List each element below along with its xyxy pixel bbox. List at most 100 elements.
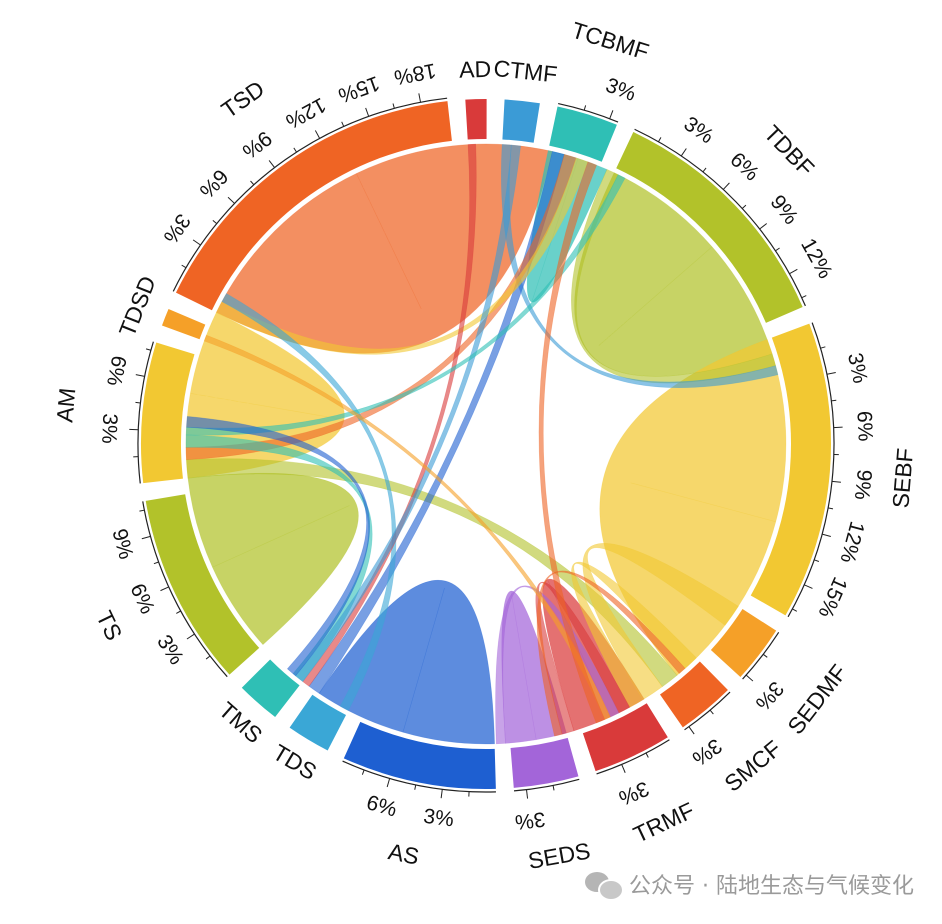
tick-mark xyxy=(609,110,614,119)
tick-mark xyxy=(789,268,798,275)
tick-mark xyxy=(831,399,837,402)
tick-label: 3% xyxy=(97,413,121,444)
tick-mark xyxy=(552,785,555,791)
sector-label-tdsd: TDSD xyxy=(114,272,161,340)
tick-label: 6% xyxy=(195,164,233,202)
sector-label-seds: SEDS xyxy=(526,837,592,874)
tick-mark xyxy=(186,633,195,640)
watermark: 公众号 · 陆地生态与气候变化 xyxy=(585,868,914,901)
tick-mark xyxy=(702,167,707,173)
chord-ribbon-tsd-sebf xyxy=(538,161,606,724)
tick-label: 3% xyxy=(152,631,188,669)
tick-axis-trmf xyxy=(596,739,670,775)
sector-label-tds: TDS xyxy=(268,739,321,785)
chord-ribbon-ad-as xyxy=(302,143,477,687)
sector-ctmf xyxy=(502,99,540,143)
watermark-text: 公众号 · 陆地生态与气候变化 xyxy=(629,874,914,899)
tick-axis-am xyxy=(137,341,154,484)
tick-mark xyxy=(268,160,275,168)
tick-mark xyxy=(645,752,649,758)
chord-ribbon-ctmf-as xyxy=(295,144,521,683)
tick-mark xyxy=(139,509,145,512)
tick-label: 15% xyxy=(335,71,382,107)
tick-mark xyxy=(831,480,841,483)
tick-label: 18% xyxy=(392,58,438,88)
sector-tms xyxy=(241,659,300,718)
tick-mark xyxy=(440,789,443,799)
tick-mark xyxy=(621,764,626,773)
sector-ts xyxy=(145,494,260,675)
sectors-layer xyxy=(141,99,831,789)
chord-ribbon-as-tsd xyxy=(308,151,565,694)
tick-mark xyxy=(145,348,152,351)
sector-label-as: AS xyxy=(386,838,421,870)
sector-tds xyxy=(289,694,347,751)
tick-mark xyxy=(775,247,780,252)
chord-ribbon-sebf-sebf xyxy=(599,338,787,676)
tick-axis-seds xyxy=(513,778,580,792)
tick-label: 6% xyxy=(725,148,763,186)
tick-axis-tsd xyxy=(172,97,448,292)
sector-smcf xyxy=(659,661,728,728)
sector-label-am: AM xyxy=(51,387,80,424)
sector-sebf xyxy=(750,323,831,616)
tick-axis-sedmf xyxy=(742,631,780,680)
tick-mark xyxy=(250,180,255,186)
tick-mark xyxy=(759,223,768,230)
tick-mark xyxy=(205,655,211,660)
tick-mark xyxy=(813,559,820,562)
sector-label-tms: TMS xyxy=(214,697,268,749)
sector-sedmf xyxy=(710,609,777,678)
chord-ribbon-ts-ts xyxy=(187,472,359,646)
chord-ribbon-tcbmf-ts xyxy=(185,174,626,436)
sector-label-ts: TS xyxy=(91,607,127,645)
chord-ribbon-ctmf-tdbf xyxy=(501,144,779,388)
tick-label: 3% xyxy=(688,734,726,770)
tick-mark xyxy=(212,220,218,224)
tick-label: 3% xyxy=(615,776,652,809)
tick-mark xyxy=(658,137,662,142)
sector-label-ad: AD xyxy=(459,56,492,83)
chord-ribbon-tsd-tsd xyxy=(216,143,553,354)
sector-label-trmf: TRMF xyxy=(629,797,698,848)
sector-tsd xyxy=(175,101,452,311)
tick-label: 3% xyxy=(514,807,547,833)
tick-mark xyxy=(804,584,813,589)
chord-ribbon-smcf-trmf xyxy=(536,570,686,737)
tick-mark xyxy=(365,107,370,117)
tick-mark xyxy=(361,769,365,775)
tick-mark xyxy=(414,784,417,790)
tick-label: 9% xyxy=(107,526,137,561)
tick-mark xyxy=(680,148,687,157)
tick-label: 12% xyxy=(282,93,330,133)
tick-mark xyxy=(709,709,714,715)
tick-axis-sebf xyxy=(787,322,835,618)
chord-ribbon-tdsd-sebf xyxy=(203,334,611,720)
tick-label: 3% xyxy=(680,112,718,148)
chord-ribbon-seds-sebf xyxy=(495,585,620,745)
sector-am xyxy=(141,342,195,484)
tick-label: 12% xyxy=(796,235,837,283)
tick-mark xyxy=(181,264,187,269)
sector-tdsd xyxy=(161,308,206,340)
tick-label: 3% xyxy=(751,677,788,715)
tick-label: 9% xyxy=(850,468,876,501)
tick-label: 3% xyxy=(159,209,195,247)
tick-mark xyxy=(293,147,297,153)
tick-mark xyxy=(418,93,422,103)
sector-tdbf xyxy=(616,132,803,323)
tick-mark xyxy=(135,401,141,404)
tick-label: 9% xyxy=(766,191,803,229)
tick-mark xyxy=(688,726,695,735)
sector-label-tdbf: TDBF xyxy=(759,120,819,181)
tick-axis-as xyxy=(342,760,496,793)
tick-mark xyxy=(153,561,159,565)
tick-mark xyxy=(135,374,145,377)
sector-label-sebf: SEBF xyxy=(887,447,918,509)
tick-label: 3% xyxy=(422,805,455,832)
sector-label-smcf: SMCF xyxy=(719,735,786,797)
tick-axis-tcbmf xyxy=(558,102,619,123)
sector-label-ctmf: CTMF xyxy=(492,55,558,88)
